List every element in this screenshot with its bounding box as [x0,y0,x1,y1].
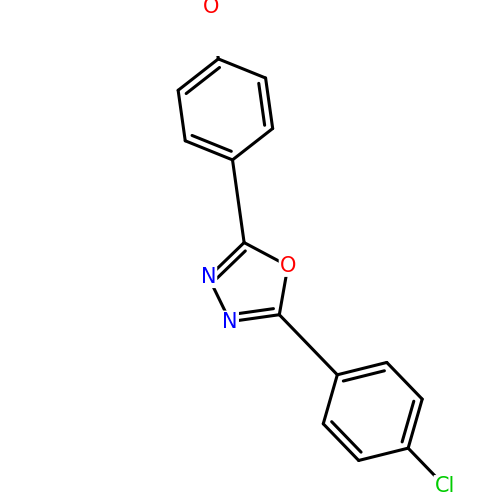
Text: N: N [200,267,216,287]
Text: O: O [203,0,219,16]
Text: N: N [222,312,238,332]
Text: O: O [280,256,296,276]
Text: Cl: Cl [434,476,455,496]
